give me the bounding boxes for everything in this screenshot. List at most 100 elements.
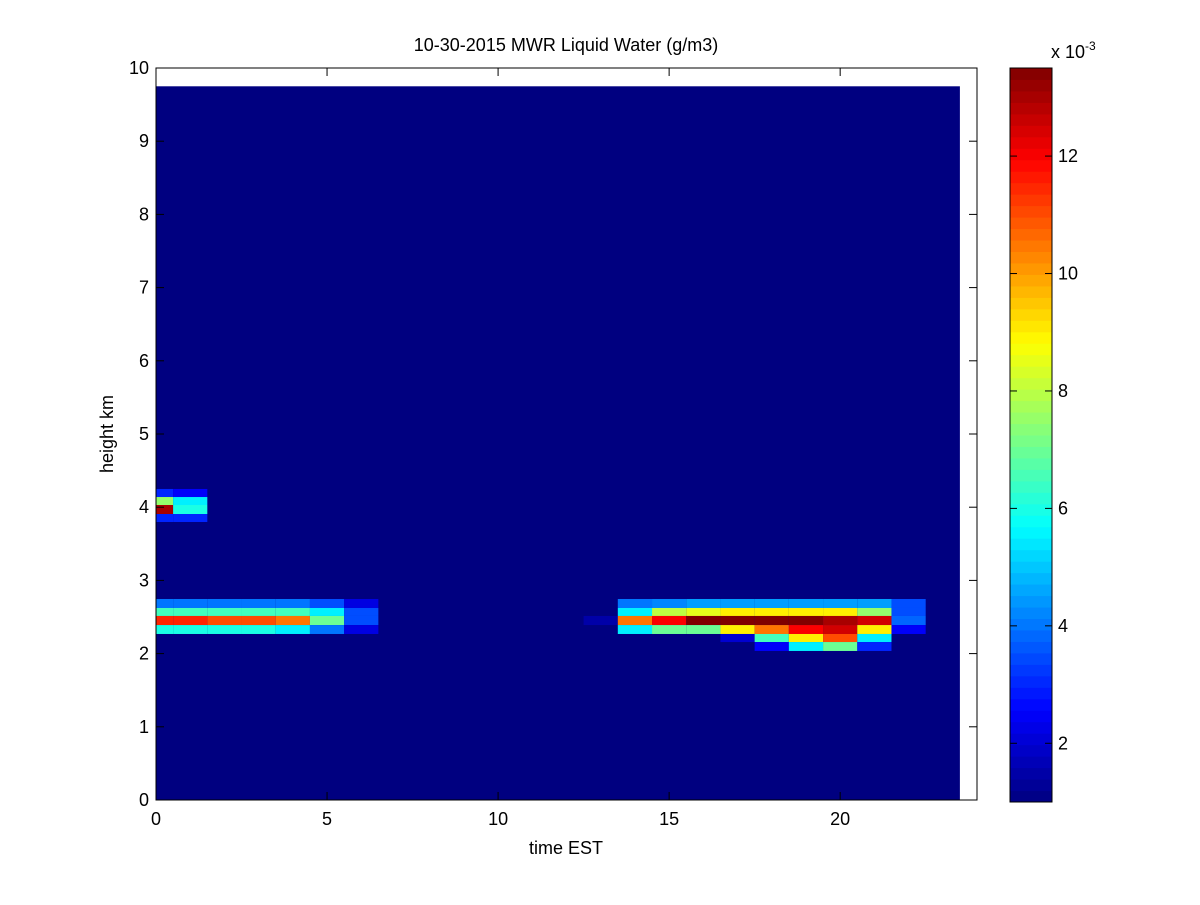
y-axis-label: height km — [97, 395, 117, 473]
colorbar-swatch — [1010, 251, 1052, 264]
colorbar-swatch — [1010, 308, 1052, 321]
y-tick-label: 1 — [139, 717, 149, 737]
heatmap-cell — [241, 625, 276, 634]
heatmap-cell — [857, 615, 892, 626]
heatmap-cell — [754, 633, 789, 643]
heatmap-cell — [652, 615, 687, 626]
y-tick-label: 9 — [139, 131, 149, 151]
colorbar-swatch — [1010, 79, 1052, 92]
chart-title: 10-30-2015 MWR Liquid Water (g/m3) — [414, 35, 718, 55]
colorbar-swatch — [1010, 412, 1052, 425]
heatmap-cell — [207, 615, 242, 626]
heatmap-cell — [344, 607, 379, 616]
heatmap-cell — [788, 625, 824, 634]
colorbar-swatch — [1010, 125, 1052, 138]
heatmap-cell — [857, 607, 892, 616]
colorbar-tick-label: 2 — [1058, 733, 1068, 753]
x-tick-label: 5 — [322, 809, 332, 829]
colorbar-swatch — [1010, 790, 1052, 803]
heatmap-cell — [173, 514, 208, 522]
y-tick-label: 5 — [139, 424, 149, 444]
colorbar-swatch — [1010, 457, 1052, 470]
colorbar-tick-label: 6 — [1058, 498, 1068, 518]
heatmap-cell — [156, 505, 174, 515]
colorbar-swatch — [1010, 194, 1052, 207]
colorbar-swatch — [1010, 331, 1052, 344]
heatmap-cell — [823, 633, 858, 643]
colorbar-swatch — [1010, 526, 1052, 539]
y-tick-label: 7 — [139, 278, 149, 298]
heatmap-cell — [156, 625, 174, 634]
colorbar-swatch — [1010, 148, 1052, 161]
heatmap-cell — [788, 598, 824, 608]
heatmap-cell — [241, 598, 276, 608]
heatmap-cell — [275, 615, 310, 626]
heatmap-cell — [617, 607, 653, 616]
colorbar-tick-label: 8 — [1058, 381, 1068, 401]
colorbar-swatch — [1010, 435, 1052, 447]
heatmap-cell — [720, 633, 755, 643]
heatmap-cell — [173, 598, 208, 608]
heatmap-cell — [823, 607, 858, 616]
x-tick-label: 15 — [659, 809, 679, 829]
colorbar-swatch — [1010, 182, 1052, 195]
heatmap-cell — [156, 598, 174, 608]
colorbar-tick-label: 4 — [1058, 616, 1068, 636]
colorbar-swatch — [1010, 228, 1052, 241]
heatmap-cell — [173, 607, 208, 616]
heatmap-cell — [309, 598, 345, 608]
colorbar-swatch — [1010, 675, 1052, 688]
heatmap-cell — [344, 598, 379, 608]
heatmap-cell — [173, 505, 208, 515]
colorbar-swatch — [1010, 664, 1052, 677]
colorbar-multiplier: x 10-3 — [1051, 39, 1096, 62]
heatmap-cell — [344, 615, 379, 626]
heatmap-cell — [891, 615, 926, 626]
colorbar-swatch — [1010, 297, 1052, 310]
x-axis-label: time EST — [529, 838, 603, 858]
heatmap-cell — [275, 598, 310, 608]
heatmap-cell — [275, 625, 310, 634]
heatmap-cell — [207, 598, 242, 608]
heatmap-cell — [720, 615, 755, 626]
y-tick-label: 4 — [139, 497, 149, 517]
heatmap-cell — [857, 642, 892, 651]
heatmap-cell — [156, 607, 174, 616]
heatmap-cell — [857, 625, 892, 634]
colorbar-swatch — [1010, 320, 1052, 333]
heatmap-cell — [686, 607, 721, 616]
colorbar-swatch — [1010, 366, 1052, 379]
colorbar-swatch — [1010, 68, 1052, 80]
colorbar-swatch — [1010, 652, 1052, 665]
colorbar-swatch — [1010, 779, 1052, 792]
heatmap-cell — [823, 615, 858, 626]
heatmap-cell — [344, 625, 379, 634]
heatmap-cell — [823, 598, 858, 608]
heatmap-cell — [788, 642, 824, 651]
colorbar-swatch — [1010, 561, 1052, 574]
y-tick-label: 3 — [139, 570, 149, 590]
colorbar-swatch — [1010, 710, 1052, 723]
heatmap-cell — [720, 607, 755, 616]
colorbar-swatch — [1010, 641, 1052, 654]
colorbar-swatch — [1010, 584, 1052, 597]
heatmap-cell — [720, 598, 755, 608]
heatmap-cell — [754, 615, 789, 626]
colorbar-frame — [1009, 67, 1053, 803]
heatmap-cell — [583, 615, 618, 626]
y-tick-label: 8 — [139, 204, 149, 224]
colorbar-swatch — [1010, 113, 1052, 126]
heatmap-cell — [823, 625, 858, 634]
colorbar-swatch — [1010, 102, 1052, 115]
colorbar-swatch — [1010, 262, 1052, 275]
heatmap-cell — [788, 633, 824, 643]
heatmap-cell — [309, 607, 345, 616]
heatmap-cell — [207, 607, 242, 616]
heatmap-cell — [823, 642, 858, 651]
heatmap-cell — [652, 598, 687, 608]
heatmap-cell — [754, 598, 789, 608]
colorbar-swatch — [1010, 733, 1052, 746]
colorbar-swatch — [1010, 285, 1052, 298]
colorbar-tick-label: 12 — [1058, 146, 1078, 166]
